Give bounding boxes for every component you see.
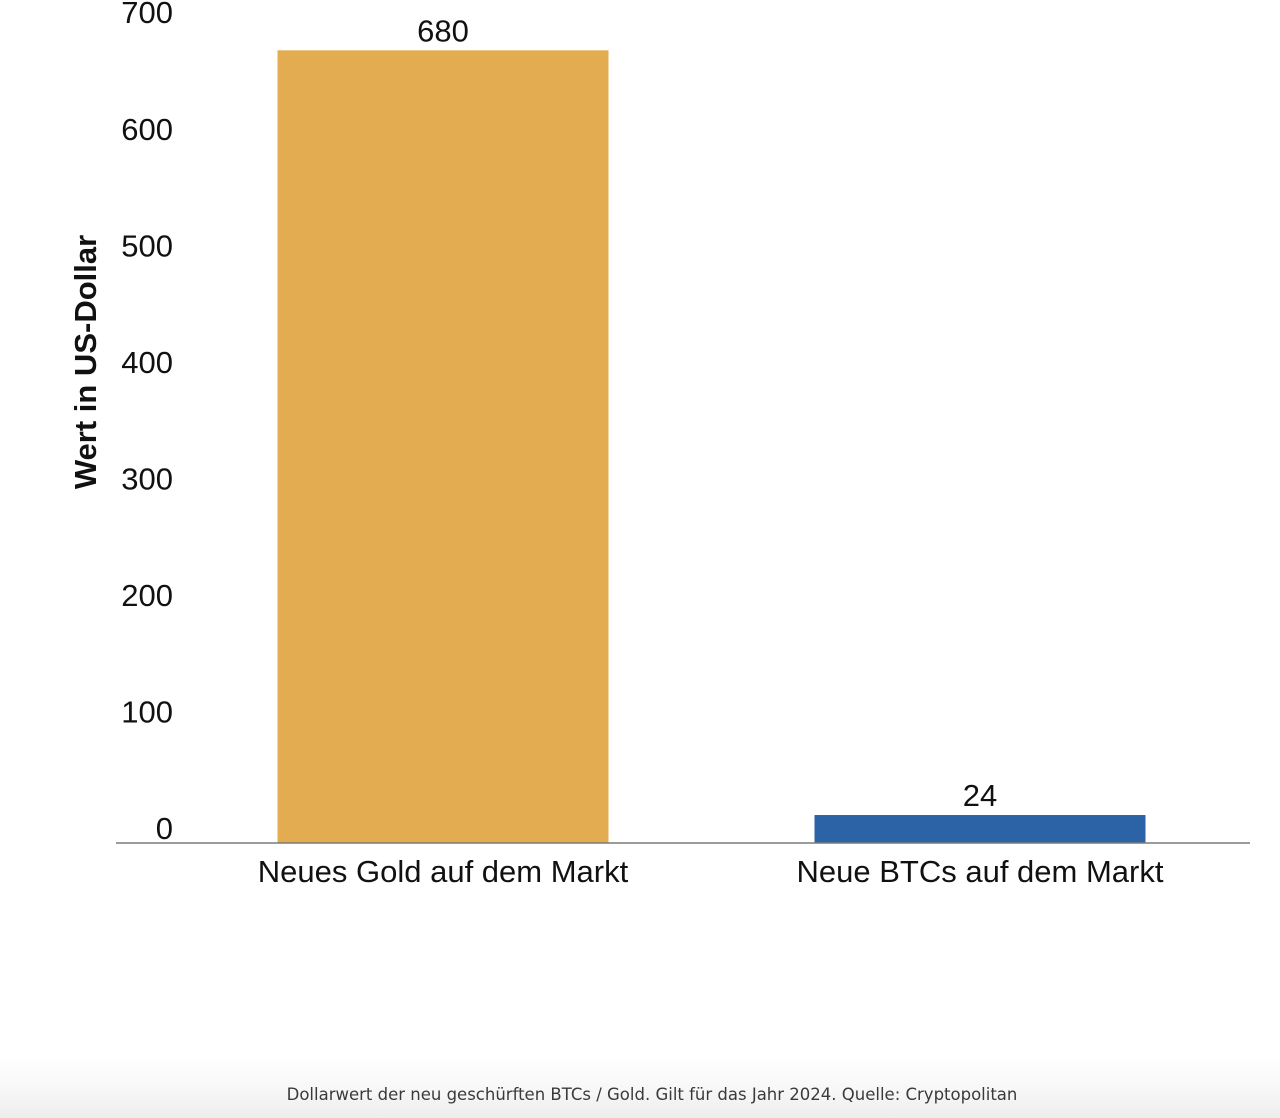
y-tick-label: 700 — [121, 0, 173, 30]
x-category-label: Neue BTCs auf dem Markt — [797, 854, 1164, 889]
y-axis-title: Wert in US-Dollar — [68, 235, 103, 489]
bar — [277, 50, 609, 844]
y-tick-label: 100 — [121, 695, 173, 730]
bar-data-label: 680 — [417, 13, 469, 48]
bar-chart: Wert in US-Dollar 0 100 200 300 400 500 600 700… — [68, 0, 1250, 889]
y-tick-label: 300 — [121, 461, 173, 496]
bar — [814, 815, 1146, 843]
x-category-label: Neues Gold auf dem Markt — [258, 854, 629, 889]
x-axis-labels: Neues Gold auf dem Markt Neue BTCs auf de… — [258, 854, 1164, 889]
bar-data-labels: 680 24 — [417, 13, 997, 813]
y-tick-label: 600 — [121, 112, 173, 147]
y-tick-label: 200 — [121, 578, 173, 613]
bar-data-label: 24 — [963, 778, 997, 813]
y-tick-label: 0 — [156, 811, 173, 846]
y-axis-ticks: 0 100 200 300 400 500 600 700 — [121, 0, 173, 846]
figure-caption: Dollarwert der neu geschürften BTCs / Go… — [286, 1085, 1018, 1104]
caption-bar — [0, 1058, 1280, 1118]
bars — [277, 50, 1146, 844]
y-tick-label: 400 — [121, 345, 173, 380]
y-tick-label: 500 — [121, 228, 173, 263]
